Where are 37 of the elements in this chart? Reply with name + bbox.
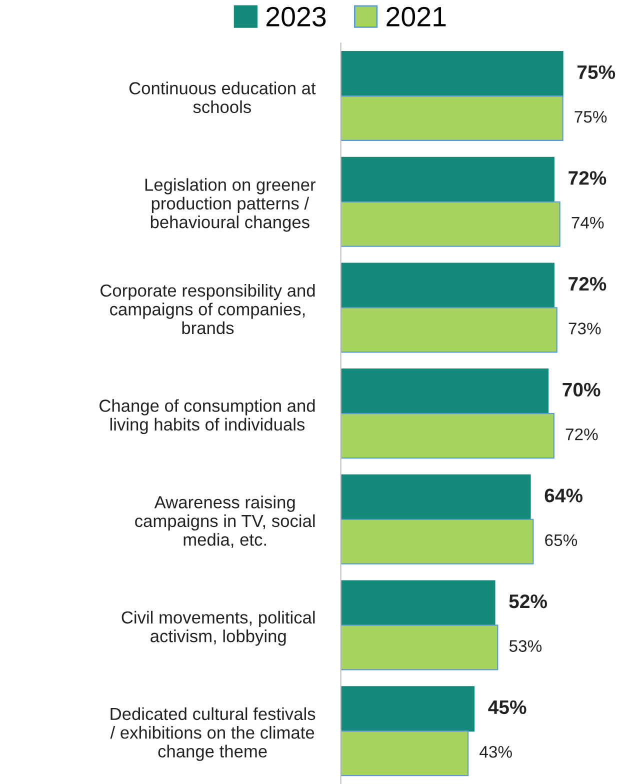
data-label: 65%: [545, 534, 578, 546]
data-label: 74%: [572, 216, 604, 229]
bar: [340, 730, 469, 776]
bar: [340, 474, 531, 520]
bar: [340, 51, 564, 97]
data-label: 70%: [562, 382, 600, 397]
data-label: 53%: [509, 640, 542, 652]
y-tick-label: Awareness raising campaigns in TV, social media, etc.: [135, 496, 315, 548]
bar: [340, 624, 498, 670]
legend-label: 2023: [266, 6, 326, 27]
bar: [340, 686, 475, 732]
bar: [340, 95, 564, 142]
y-tick-label: Civil movements, political activism, lobbying: [122, 610, 315, 646]
data-label: 72%: [568, 276, 606, 291]
y-tick-label: Change of consumption and living habits of individuals: [100, 399, 315, 434]
bar: [340, 307, 558, 353]
data-label: 72%: [568, 171, 606, 185]
y-tick-label: Legislation on greener production patterns / behavioural changes: [145, 178, 316, 232]
data-label: 43%: [480, 746, 512, 758]
data-label: 45%: [488, 700, 526, 714]
bar: [340, 156, 554, 202]
bar: [340, 413, 554, 459]
data-label: 64%: [544, 488, 583, 502]
data-label: 73%: [568, 322, 601, 334]
data-label: 75%: [574, 111, 607, 123]
y-tick-label: Continuous education at schools: [129, 82, 316, 114]
legend-label: 2021: [386, 6, 446, 27]
data-label: 72%: [566, 428, 598, 440]
bar: [340, 201, 560, 247]
bar: [340, 368, 549, 414]
bar: [340, 518, 534, 564]
y-tick-label: Dedicated cultural festivals / exhibitions on the climate change theme: [110, 707, 316, 761]
data-label: 75%: [578, 65, 616, 80]
bar: [340, 580, 496, 626]
data-label: 52%: [509, 594, 547, 608]
bar: [340, 262, 554, 308]
y-tick-label: Corporate responsibility and campaigns of companies, brands: [100, 284, 315, 334]
